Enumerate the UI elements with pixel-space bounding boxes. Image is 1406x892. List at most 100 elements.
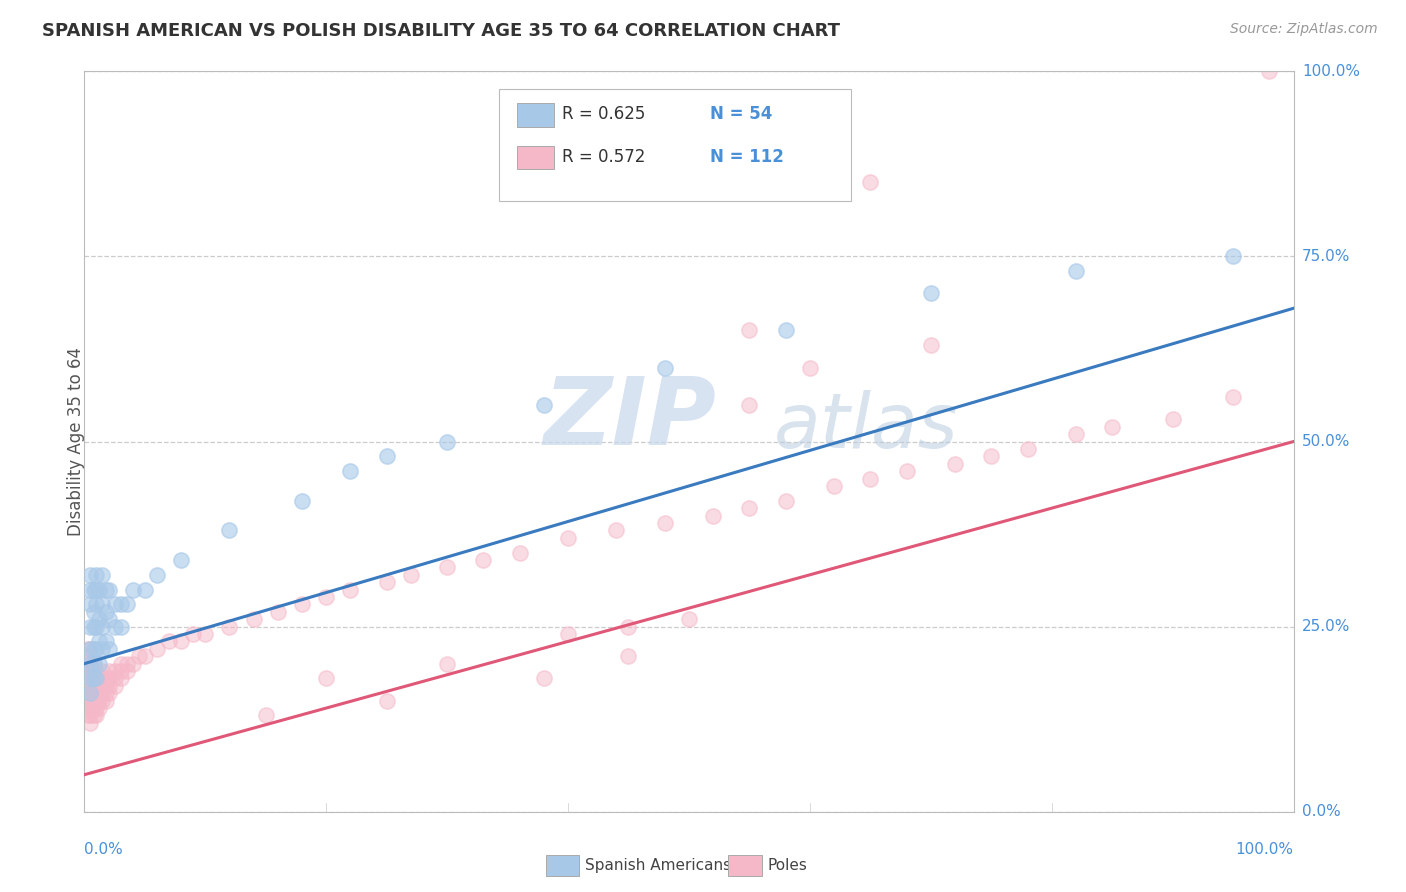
Point [79,641,101,656]
Point [920,286,942,301]
Point [617,649,640,664]
Point [77,679,100,693]
Point [267,605,290,619]
Point [339,582,361,597]
Point [436,560,458,574]
Point [83,619,105,633]
Point [86,708,108,723]
Point [83,679,105,693]
Point [943,457,966,471]
Point [678,612,700,626]
Point [91,619,114,633]
Point [134,649,156,664]
Point [83,605,105,619]
Point [315,672,337,686]
Point [77,649,100,664]
Point [91,694,114,708]
Point [87,679,110,693]
Point [97,672,120,686]
Point [533,397,555,411]
Point [1161,412,1184,426]
Point [980,450,1002,464]
Point [94,679,117,693]
Point [79,708,101,723]
Point [77,641,100,656]
Point [79,715,101,730]
Point [775,324,797,338]
Point [94,672,117,686]
Point [94,694,117,708]
Point [121,657,143,671]
Text: 0.0%: 0.0% [1302,805,1340,819]
Point [79,567,101,582]
Point [87,612,110,626]
Point [79,686,101,700]
Point [115,664,138,678]
Point [79,664,101,678]
Point [1064,264,1087,278]
Text: 100.0%: 100.0% [1236,842,1294,857]
Point [97,679,120,693]
Point [254,708,277,723]
Point [87,657,110,671]
Point [86,694,108,708]
Point [315,590,337,604]
Point [97,641,120,656]
Point [110,672,132,686]
Point [79,619,101,633]
Point [79,679,101,693]
Point [87,686,110,700]
Point [104,664,127,678]
Point [194,627,217,641]
Point [94,686,117,700]
Point [218,619,240,633]
Point [181,627,204,641]
Point [104,679,127,693]
Point [86,679,108,693]
Point [83,694,105,708]
Point [94,582,117,597]
Point [605,524,627,538]
Point [83,657,105,671]
Point [859,471,882,485]
Text: 100.0%: 100.0% [1302,64,1360,78]
Point [617,619,640,633]
Point [79,694,101,708]
Point [110,664,132,678]
Point [1222,250,1244,264]
Point [94,634,117,648]
Point [86,701,108,715]
Text: 75.0%: 75.0% [1302,249,1350,264]
Point [242,612,264,626]
Point [87,694,110,708]
Point [79,701,101,715]
Point [79,672,101,686]
Point [375,694,398,708]
Point [79,582,101,597]
Text: R = 0.572: R = 0.572 [562,148,645,166]
Y-axis label: Disability Age 35 to 64: Disability Age 35 to 64 [67,347,84,536]
Point [110,598,132,612]
Point [1064,427,1087,442]
Point [97,686,120,700]
Point [83,686,105,700]
Point [654,360,676,375]
Point [77,686,100,700]
Point [87,672,110,686]
Point [115,598,138,612]
Point [91,686,114,700]
Point [83,582,105,597]
Point [97,582,120,597]
Text: Spanish Americans: Spanish Americans [585,858,731,872]
Point [86,664,108,678]
Point [77,708,100,723]
Text: 25.0%: 25.0% [1302,619,1350,634]
Point [291,493,314,508]
Point [91,641,114,656]
Point [121,582,143,597]
Point [77,672,100,686]
Point [823,479,845,493]
Point [91,567,114,582]
Point [170,553,193,567]
Text: N = 54: N = 54 [710,105,772,123]
